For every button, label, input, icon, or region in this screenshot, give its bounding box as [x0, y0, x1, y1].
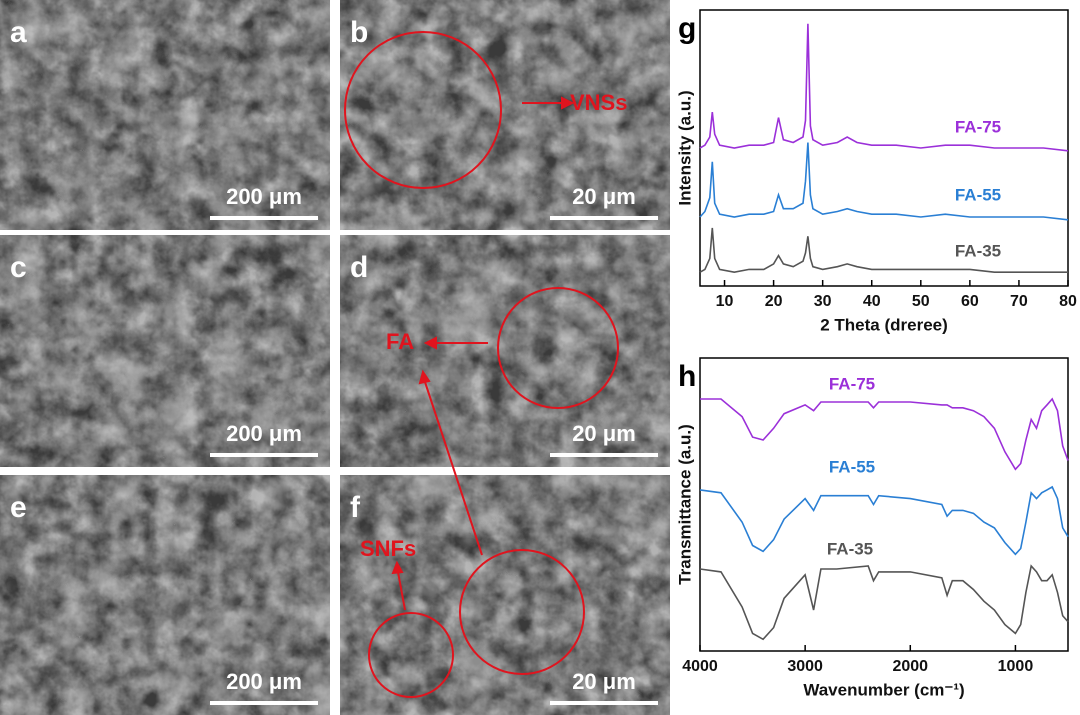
y-axis-label: Intensity (a.u.) — [675, 90, 694, 205]
panel-label: a — [10, 16, 27, 49]
sem-texture — [340, 0, 670, 230]
y-axis-label: Transmittance (a.u.) — [675, 424, 694, 585]
panel-label: c — [10, 251, 27, 284]
series-line — [699, 564, 1069, 641]
x-axis-label: Wavenumber (cm⁻¹) — [803, 680, 964, 699]
panel-label: b — [350, 16, 368, 49]
sem-panels: a 200 μm b 20 μm c 200 μm d 20 μm e 200 μm f 20 μm — [0, 0, 670, 715]
panel-label: e — [10, 491, 27, 524]
x-tick-label: 50 — [912, 293, 930, 310]
series-label: FA-75 — [829, 374, 875, 393]
arrowhead — [423, 336, 437, 350]
annotations — [344, 31, 619, 698]
series-line — [699, 142, 1069, 221]
series-label: FA-55 — [829, 457, 875, 476]
panel-label: g — [678, 12, 696, 45]
series-line — [699, 227, 1068, 274]
x-tick-label: 70 — [1010, 293, 1028, 310]
scale-bar-label: 200 μm — [226, 421, 302, 446]
x-tick-label: 10 — [716, 293, 734, 310]
panel-label: f — [350, 491, 361, 524]
highlight-circle — [459, 549, 585, 675]
scale-bar-label: 20 μm — [572, 184, 636, 209]
x-tick-label: 30 — [814, 293, 832, 310]
series-label: FA-75 — [955, 117, 1001, 136]
series-label: FA-55 — [955, 185, 1001, 204]
scale-bar-label: 200 μm — [226, 669, 302, 694]
arrowhead — [418, 369, 431, 385]
scale-bar-label: 200 μm — [226, 184, 302, 209]
arrow — [397, 571, 406, 611]
x-tick-label: 2000 — [892, 658, 928, 675]
series-line — [700, 397, 1069, 471]
arrow — [424, 381, 483, 556]
sem-texture — [0, 0, 330, 230]
annotation: VNSs — [570, 90, 627, 115]
x-tick-label: 20 — [765, 293, 783, 310]
sem-texture — [340, 235, 670, 467]
series-line — [699, 485, 1069, 556]
arrowhead — [391, 560, 404, 575]
x-tick-label: 40 — [863, 293, 881, 310]
plot-frame — [699, 357, 1069, 652]
x-tick-label: 80 — [1059, 293, 1077, 310]
annotation: SNFs — [360, 536, 416, 561]
series-line — [699, 23, 1069, 152]
series-label: FA-35 — [955, 241, 1001, 260]
annotation: FA — [386, 329, 414, 354]
x-tick-label: 3000 — [787, 658, 823, 675]
arrowhead — [561, 96, 575, 110]
panel-label: d — [350, 251, 368, 284]
scale-bar-label: 20 μm — [572, 669, 636, 694]
series-label: FA-35 — [827, 539, 873, 558]
highlight-circle — [368, 612, 454, 698]
highlight-circle — [344, 31, 502, 189]
x-tick-label: 1000 — [998, 658, 1034, 675]
highlight-circle — [497, 287, 619, 409]
x-axis-label: 2 Theta (dreree) — [820, 315, 948, 334]
x-tick-label: 60 — [961, 293, 979, 310]
sem-texture — [0, 235, 330, 467]
panel-label: h — [678, 360, 696, 393]
sem-texture — [340, 475, 670, 715]
x-tick-label: 4000 — [682, 658, 718, 675]
sem-texture — [0, 475, 330, 715]
scale-bar-label: 20 μm — [572, 421, 636, 446]
